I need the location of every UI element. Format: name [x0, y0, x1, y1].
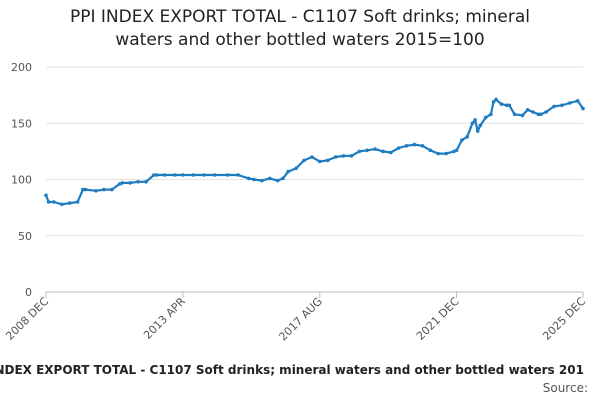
data-point — [252, 177, 256, 182]
data-point — [341, 154, 346, 158]
data-point — [460, 138, 464, 142]
data-point — [531, 110, 535, 114]
data-point — [539, 112, 543, 117]
data-point — [191, 173, 196, 177]
data-point — [349, 154, 354, 158]
data-point — [294, 166, 298, 171]
x-tick-label: 2008 DEC — [3, 295, 51, 343]
data-point — [465, 135, 470, 139]
x-tick-label: 2021 DEC — [414, 295, 462, 343]
data-point — [507, 103, 512, 108]
x-tick-label: 2013 APR — [141, 295, 188, 342]
data-point — [281, 176, 285, 181]
data-point — [136, 180, 140, 184]
data-point — [173, 173, 177, 177]
data-point — [225, 173, 230, 177]
data-point — [404, 144, 409, 148]
x-tick-label: 2017 AUG — [276, 295, 325, 344]
data-point — [436, 151, 441, 156]
data-point — [52, 200, 56, 204]
chart-title-line-2: waters and other bottled waters 2015=100 — [115, 30, 485, 50]
data-point — [60, 202, 64, 207]
data-point — [444, 151, 448, 156]
data-point — [75, 200, 80, 204]
data-point — [154, 173, 159, 177]
series-line — [44, 98, 584, 206]
data-point — [512, 112, 517, 117]
data-point — [483, 115, 488, 120]
data-point — [110, 187, 114, 192]
data-point — [396, 146, 401, 150]
data-point — [310, 155, 314, 159]
y-tick-label: 100 — [11, 174, 32, 187]
data-point — [575, 99, 580, 103]
data-point — [286, 169, 291, 174]
data-point — [83, 187, 88, 192]
data-point — [373, 147, 377, 151]
data-point — [478, 123, 483, 128]
data-point — [475, 129, 480, 133]
data-point — [275, 178, 280, 183]
data-point — [504, 103, 509, 108]
x-tick-label: 2025 DEC — [540, 295, 588, 343]
y-tick-label: 0 — [25, 286, 32, 299]
y-tick-label: 150 — [11, 117, 32, 130]
data-point — [470, 121, 475, 126]
data-point — [181, 173, 185, 177]
data-point — [489, 112, 493, 117]
chart-title: PPI INDEX EXPORT TOTAL - C1107 Soft drin… — [0, 6, 600, 52]
data-point — [152, 173, 156, 177]
data-point — [260, 178, 264, 183]
y-tick-label: 200 — [11, 61, 32, 74]
footer-caption: INDEX EXPORT TOTAL - C1107 Soft drinks; … — [0, 363, 584, 377]
data-point — [325, 158, 330, 163]
data-point — [81, 187, 85, 192]
data-point — [67, 201, 72, 205]
data-point — [246, 176, 251, 181]
data-point — [499, 102, 504, 106]
data-point — [102, 187, 106, 192]
data-point — [128, 181, 132, 185]
source-label: Source: — [542, 381, 588, 395]
data-point — [120, 181, 125, 185]
data-point — [236, 173, 240, 177]
data-point — [412, 142, 417, 147]
data-point — [318, 159, 322, 164]
data-point — [560, 103, 564, 108]
data-point — [94, 189, 98, 193]
data-point — [420, 144, 425, 148]
y-tick-label: 50 — [18, 230, 32, 243]
data-point — [365, 148, 369, 153]
data-point — [552, 104, 556, 109]
data-point — [357, 149, 362, 154]
data-point — [568, 101, 572, 105]
data-point — [202, 173, 206, 177]
data-point — [544, 110, 548, 114]
data-point — [162, 173, 167, 177]
data-point — [525, 108, 530, 112]
data-point — [212, 173, 217, 177]
data-point — [428, 148, 433, 153]
data-point — [491, 100, 496, 104]
data-point — [333, 155, 338, 159]
data-point — [389, 150, 393, 155]
data-point — [520, 113, 525, 118]
data-point — [581, 106, 585, 111]
data-point — [268, 176, 272, 181]
data-point — [381, 149, 385, 154]
data-point — [302, 158, 306, 163]
data-point — [46, 200, 51, 204]
data-point — [454, 148, 459, 153]
data-point — [144, 180, 148, 184]
data-point — [44, 193, 48, 198]
data-point — [473, 118, 477, 122]
data-point — [494, 97, 498, 102]
data-point — [536, 112, 541, 117]
chart-title-line-1: PPI INDEX EXPORT TOTAL - C1107 Soft drin… — [69, 7, 531, 27]
